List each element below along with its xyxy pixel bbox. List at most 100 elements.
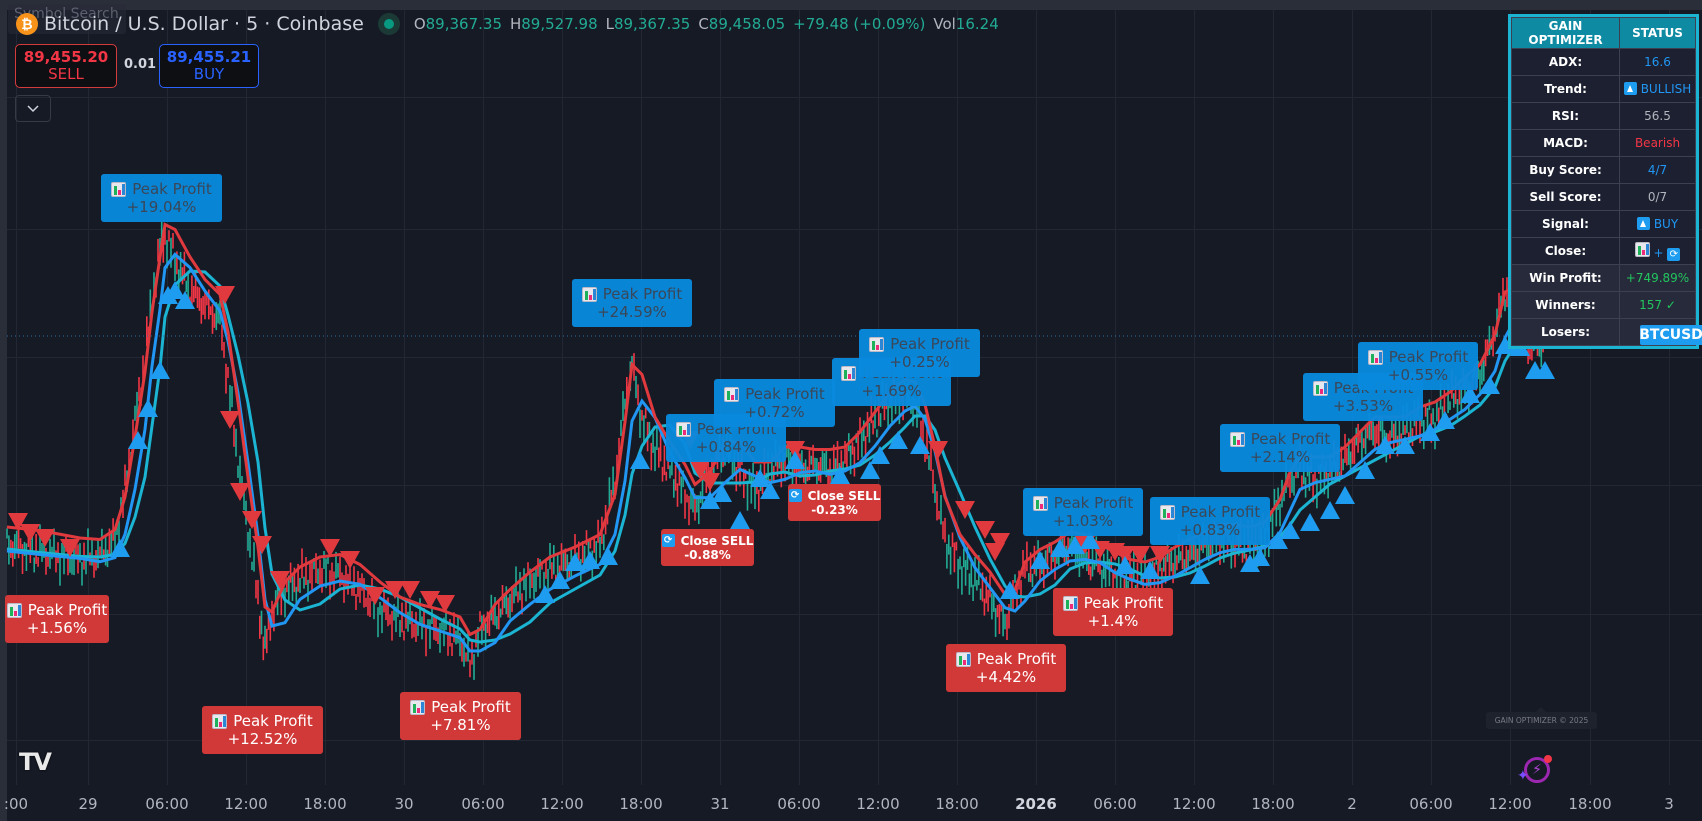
sync-icon: ⟳	[661, 534, 675, 547]
peak-profit-label: Peak Profit +24.59%	[572, 279, 692, 327]
time-axis-label: 06:00	[461, 795, 505, 813]
panel-row: Sell Score: 0/7	[1511, 183, 1696, 211]
buy-label: BUY	[193, 65, 225, 83]
chevron-down-icon	[27, 104, 39, 112]
low-key: L	[605, 15, 614, 33]
panel-row: Winners: 157 ✓	[1511, 291, 1696, 319]
gain-optimizer-panel: GAIN OPTIMIZER STATUS ADX: 16.6 Trend: BULL…	[1508, 14, 1699, 349]
tradingview-logo[interactable]: TV	[19, 748, 52, 776]
grid-line-vertical	[325, 10, 326, 785]
panel-row-value: 0/7	[1619, 183, 1696, 211]
time-axis-label: 12:00	[856, 795, 900, 813]
sync-icon: ⟳	[788, 489, 802, 502]
ohlc-values: O89,367.35 H89,527.98 L89,367.35 C89,458…	[414, 15, 999, 33]
time-axis-label: 12:00	[1172, 795, 1216, 813]
panel-row-label: MACD:	[1511, 129, 1620, 157]
collapse-legend-button[interactable]	[15, 95, 51, 122]
peak-profit-label: Peak Profit +1.4%	[1053, 588, 1173, 636]
high-key: H	[509, 15, 522, 33]
label-title: Peak Profit	[431, 698, 511, 716]
open-key: O	[413, 15, 426, 33]
grid-line-vertical	[1115, 10, 1116, 785]
close-sell-label: ⟳ Close SELL -0.23%	[788, 484, 881, 521]
symbol-legend: ₿ Bitcoin / U.S. Dollar · 5 · Coinbase O…	[16, 13, 999, 35]
panel-row-value: 4/7	[1619, 156, 1696, 184]
label-value: +4.42%	[975, 668, 1037, 686]
chart-icon	[841, 365, 857, 381]
peak-profit-label: Peak Profit +4.42%	[946, 644, 1066, 692]
time-axis-label: 18:00	[303, 795, 347, 813]
lightning-assistant-icon[interactable]: ⚡ ✦	[1517, 755, 1552, 784]
panel-row-label: Trend:	[1511, 75, 1620, 103]
high-value: 89,527.98	[521, 15, 598, 33]
time-axis-label: 12:00	[540, 795, 584, 813]
time-axis-label: 18:00	[935, 795, 979, 813]
label-value: +1.56%	[26, 619, 88, 637]
panel-row-label: Win Profit:	[1511, 264, 1620, 292]
label-title: Peak Profit	[976, 650, 1057, 668]
panel-row: Signal: BUY	[1511, 210, 1696, 238]
time-axis-label: 06:00	[145, 795, 189, 813]
signal-markers	[8, 281, 1555, 613]
time-axis-label: :00	[3, 795, 29, 813]
panel-row-label: ADX:	[1511, 48, 1620, 76]
peak-profit-label: Peak Profit +12.52%	[202, 706, 323, 754]
panel-row-label: Winners:	[1511, 291, 1620, 319]
time-axis-label: 31	[710, 795, 730, 813]
change-value: +79.48 (+0.09%)	[793, 15, 926, 33]
sync-icon: ⟳	[1667, 247, 1681, 261]
label-value: -0.23%	[811, 502, 858, 517]
slow-ma-line	[6, 269, 1546, 644]
chart-icon	[1367, 349, 1383, 365]
grid-line-vertical	[167, 10, 168, 785]
time-axis-label: 06:00	[1093, 795, 1137, 813]
grid-line-vertical	[88, 10, 89, 785]
peak-profit-label: Peak Profit +0.83%	[1150, 497, 1270, 545]
triangle-up-icon	[1623, 82, 1637, 95]
peak-profit-label: Peak Profit +0.72%	[714, 379, 835, 427]
label-title: Close SELL	[680, 533, 754, 548]
time-axis-label: 2	[1347, 795, 1357, 813]
grid-line-vertical	[1194, 10, 1195, 785]
buy-price: 89,455.21	[166, 48, 252, 66]
panel-value-text: +	[1653, 245, 1664, 260]
label-title: Peak Profit	[1053, 494, 1134, 512]
grid-line-vertical	[16, 10, 17, 785]
low-value: 89,367.35	[613, 15, 691, 33]
label-value: +12.52%	[227, 730, 298, 748]
label-value: +1.4%	[1087, 612, 1139, 630]
label-title: Peak Profit	[1083, 594, 1164, 612]
spread-value: 0.01	[124, 57, 157, 72]
sell-price: 89,455.20	[23, 48, 109, 66]
grid-line-horizontal	[7, 97, 1702, 98]
label-value: +0.55%	[1387, 366, 1449, 384]
chart-icon	[1032, 495, 1048, 511]
panel-row-value: +749.89%	[1619, 264, 1696, 292]
label-title: Peak Profit	[745, 385, 825, 403]
chart-icon	[675, 421, 691, 437]
chart-icon	[1229, 431, 1245, 447]
panel-header-status: STATUS	[1619, 17, 1696, 49]
grid-line-horizontal	[7, 229, 1702, 230]
grid-line-vertical	[1510, 10, 1511, 785]
bitcoin-icon: ₿	[16, 13, 38, 35]
time-axis-label: 30	[394, 795, 414, 813]
panel-row-label: Sell Score:	[1511, 183, 1620, 211]
ticker-price-tag[interactable]: BTCUSD	[1639, 325, 1702, 345]
time-axis-label: 06:00	[1409, 795, 1453, 813]
time-axis-label: 18:00	[619, 795, 663, 813]
panel-value-text: BULLISH	[1640, 82, 1692, 96]
grid-line-vertical	[1590, 10, 1591, 785]
panel-row-value: BUY	[1619, 210, 1696, 238]
buy-button[interactable]: 89,455.21 BUY	[159, 44, 259, 88]
label-value: +0.25%	[889, 353, 950, 371]
sell-button[interactable]: 89,455.20 SELL	[15, 44, 117, 88]
grid-line-vertical	[1036, 10, 1037, 785]
symbol-title[interactable]: Bitcoin / U.S. Dollar · 5 · Coinbase	[44, 13, 364, 35]
time-axis-label: 18:00	[1251, 795, 1295, 813]
panel-row: ADX: 16.6	[1511, 48, 1696, 76]
volume-value: 16.24	[955, 15, 999, 33]
time-axis-label: 06:00	[777, 795, 821, 813]
